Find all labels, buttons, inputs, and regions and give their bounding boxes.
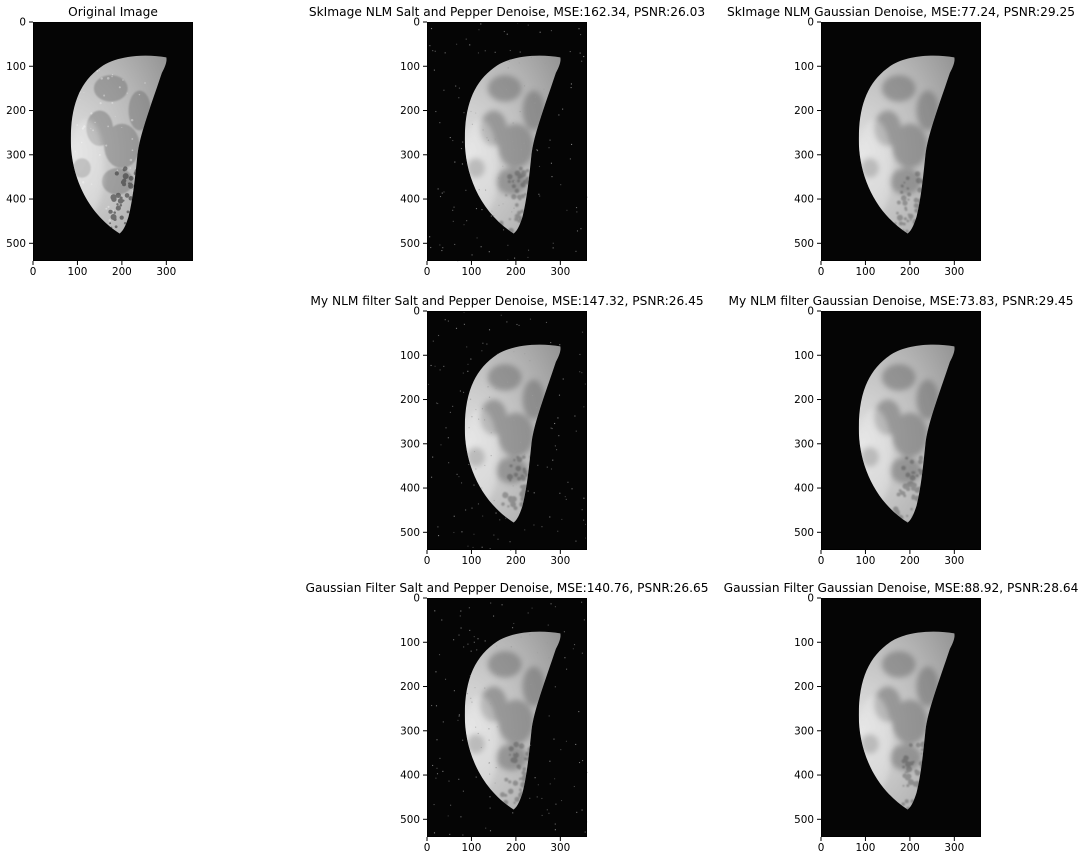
x-tick-label: 300: [550, 555, 570, 567]
x-tick-label: 300: [944, 266, 964, 278]
panel-skimage-gauss: SkImage NLM Gaussian Denoise, MSE:77.24,…: [727, 5, 1075, 278]
y-tick-label: 400: [6, 194, 26, 206]
x-tick-label: 300: [944, 555, 964, 567]
x-tick-label: 0: [818, 842, 825, 854]
y-tick-label: 200: [794, 105, 814, 117]
panel-title: SkImage NLM Gaussian Denoise, MSE:77.24,…: [727, 5, 1075, 19]
axes-frame: [427, 598, 587, 837]
x-tick-label: 200: [506, 555, 526, 567]
x-tick-label: 200: [900, 266, 920, 278]
y-tick-label: 300: [794, 149, 814, 161]
y-tick-label: 0: [413, 593, 420, 605]
y-tick-label: 500: [400, 814, 420, 826]
x-tick-label: 100: [856, 842, 876, 854]
x-tick-label: 300: [550, 266, 570, 278]
x-tick-label: 100: [462, 266, 482, 278]
x-tick-label: 200: [506, 266, 526, 278]
y-tick-label: 100: [400, 350, 420, 362]
y-tick-label: 0: [807, 17, 814, 29]
y-tick-label: 500: [794, 238, 814, 250]
y-tick-label: 200: [400, 105, 420, 117]
y-tick-label: 500: [400, 527, 420, 539]
x-tick-label: 0: [424, 555, 431, 567]
axes-frame: [33, 22, 193, 261]
panel-title: Original Image: [68, 5, 158, 19]
noise-specks: [429, 22, 588, 262]
y-tick-label: 300: [6, 149, 26, 161]
y-tick-label: 200: [400, 681, 420, 693]
x-tick-label: 0: [818, 266, 825, 278]
x-tick-label: 300: [944, 842, 964, 854]
y-tick-label: 400: [400, 194, 420, 206]
panel-my-nlm-gauss: My NLM filter Gaussian Denoise, MSE:73.8…: [729, 294, 1074, 567]
y-tick-label: 300: [794, 725, 814, 737]
y-tick-label: 0: [807, 593, 814, 605]
y-tick-label: 400: [794, 483, 814, 495]
y-tick-label: 0: [19, 17, 26, 29]
y-tick-label: 0: [413, 17, 420, 29]
axes-frame: [427, 311, 587, 550]
y-tick-label: 500: [794, 527, 814, 539]
x-tick-label: 0: [424, 842, 431, 854]
panel-title: My NLM filter Gaussian Denoise, MSE:73.8…: [729, 294, 1074, 308]
panel-gaussian-gauss: Gaussian Filter Gaussian Denoise, MSE:88…: [724, 581, 1079, 854]
y-tick-label: 400: [794, 194, 814, 206]
x-tick-label: 100: [462, 555, 482, 567]
panel-gaussian-sp: Gaussian Filter Salt and Pepper Denoise,…: [306, 581, 709, 854]
panel-original: Original Image 0 100 200 300 0 100 200 300 400 500: [6, 5, 193, 278]
axes-frame: [427, 22, 587, 261]
y-tick-label: 100: [794, 61, 814, 73]
x-tick-label: 300: [550, 842, 570, 854]
axes-frame: [821, 22, 981, 261]
x-tick-label: 200: [506, 842, 526, 854]
y-tick-label: 100: [400, 637, 420, 649]
noise-specks: [431, 601, 588, 836]
panel-title: My NLM filter Salt and Pepper Denoise, M…: [310, 294, 703, 308]
x-tick-label: 100: [856, 266, 876, 278]
y-tick-label: 200: [794, 394, 814, 406]
x-tick-label: 200: [900, 842, 920, 854]
y-tick-label: 200: [6, 105, 26, 117]
panel-skimage-sp: SkImage NLM Salt and Pepper Denoise, MSE…: [309, 5, 705, 278]
y-tick-label: 100: [794, 637, 814, 649]
y-tick-label: 400: [400, 770, 420, 782]
x-tick-label: 100: [68, 266, 88, 278]
panel-title: Gaussian Filter Gaussian Denoise, MSE:88…: [724, 581, 1079, 595]
y-tick-label: 200: [400, 394, 420, 406]
y-tick-label: 200: [794, 681, 814, 693]
x-tick-label: 0: [30, 266, 37, 278]
moon-shape: [858, 55, 955, 234]
x-tick-label: 300: [156, 266, 176, 278]
y-tick-label: 300: [794, 438, 814, 450]
panel-my-nlm-sp: My NLM filter Salt and Pepper Denoise, M…: [310, 294, 703, 567]
y-tick-label: 100: [6, 61, 26, 73]
y-tick-label: 100: [794, 350, 814, 362]
x-tick-label: 100: [462, 842, 482, 854]
y-tick-label: 400: [400, 483, 420, 495]
y-tick-label: 500: [6, 238, 26, 250]
axes-frame: [821, 598, 981, 837]
panel-title: Gaussian Filter Salt and Pepper Denoise,…: [306, 581, 709, 595]
x-tick-label: 0: [424, 266, 431, 278]
y-tick-label: 300: [400, 149, 420, 161]
y-tick-label: 0: [413, 306, 420, 318]
x-tick-label: 100: [856, 555, 876, 567]
noise-specks: [427, 311, 587, 551]
axes-frame: [821, 311, 981, 550]
y-tick-label: 100: [400, 61, 420, 73]
y-tick-label: 500: [400, 238, 420, 250]
x-tick-label: 0: [818, 555, 825, 567]
y-tick-label: 300: [400, 725, 420, 737]
y-tick-label: 400: [794, 770, 814, 782]
x-tick-label: 200: [900, 555, 920, 567]
y-tick-label: 0: [807, 306, 814, 318]
x-tick-label: 200: [112, 266, 132, 278]
y-tick-label: 300: [400, 438, 420, 450]
panel-title: SkImage NLM Salt and Pepper Denoise, MSE…: [309, 5, 705, 19]
y-tick-label: 500: [794, 814, 814, 826]
